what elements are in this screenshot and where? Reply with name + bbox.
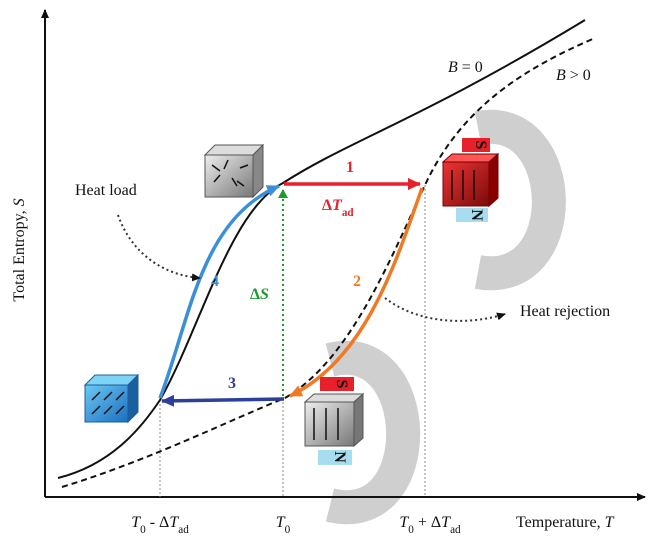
cube-disordered [203, 143, 265, 199]
curve-b-pos [61, 37, 596, 488]
magnet-yoke [474, 109, 566, 291]
tick-label: T0 - ΔTad [131, 514, 189, 536]
heat-load-arrow [117, 214, 201, 282]
text-part: T [169, 514, 179, 531]
text-part: T [605, 514, 615, 531]
step-3-arrow [161, 394, 285, 407]
text-part: Δ [322, 197, 332, 214]
y-axis-label: Total Entropy, S [11, 198, 28, 301]
step-label: 2 [353, 273, 361, 290]
text-part: S [11, 198, 28, 206]
curve-label: B = 0 [448, 59, 483, 76]
heat-load-label: Heat load [75, 182, 137, 199]
step-label: 4 [211, 273, 219, 290]
magnet-pole: N [331, 451, 348, 463]
text-part: Δ [250, 286, 260, 303]
text-part: > 0 [566, 67, 591, 84]
magnet-pole: N [468, 209, 485, 221]
delta-t-label: ΔTad [322, 197, 354, 219]
magnet-yoke [325, 340, 421, 525]
heat-rejection-arrow [384, 297, 506, 322]
text-part: T [131, 514, 141, 531]
text-part: T [441, 514, 451, 531]
text-part: ad [178, 524, 189, 536]
cube-ordered-blue [83, 373, 140, 424]
x-axis-label: Temperature, T [516, 514, 615, 531]
step-4-arrow [158, 184, 280, 399]
magnet-pole: S [333, 380, 350, 389]
text-part: B [556, 67, 566, 84]
text-part: T [332, 197, 343, 214]
curve-label: B > 0 [556, 67, 591, 84]
step-2-arrow [289, 187, 424, 398]
text-part: T [399, 514, 409, 531]
text-part: ad [450, 524, 461, 536]
text-part: S [260, 286, 269, 303]
curve-b0 [57, 19, 586, 479]
text-part: = 0 [458, 59, 483, 76]
text-part: 0 [408, 524, 414, 536]
tick-label: T0 [276, 514, 291, 536]
text-part: T [276, 514, 286, 531]
text-part: ad [342, 207, 355, 219]
text-part: - Δ [146, 514, 170, 531]
step-label: 1 [346, 159, 354, 176]
cube-magnetized-gray [303, 377, 365, 465]
text-part: Total Entropy, [11, 206, 28, 301]
guide-lines [159, 185, 426, 497]
text-part: B [448, 59, 458, 76]
heat-rejection-label: Heat rejection [520, 303, 610, 320]
text-part: 0 [285, 524, 291, 536]
tick-label: T0 + ΔTad [399, 514, 461, 536]
cube-magnetized-red [441, 138, 500, 222]
text-part: + Δ [414, 514, 441, 531]
text-part: 0 [140, 524, 146, 536]
magnet-pole: S [472, 141, 489, 150]
step-label: 3 [228, 375, 236, 392]
text-part: Temperature, [516, 514, 605, 531]
delta-s-label: ΔS [250, 286, 269, 303]
